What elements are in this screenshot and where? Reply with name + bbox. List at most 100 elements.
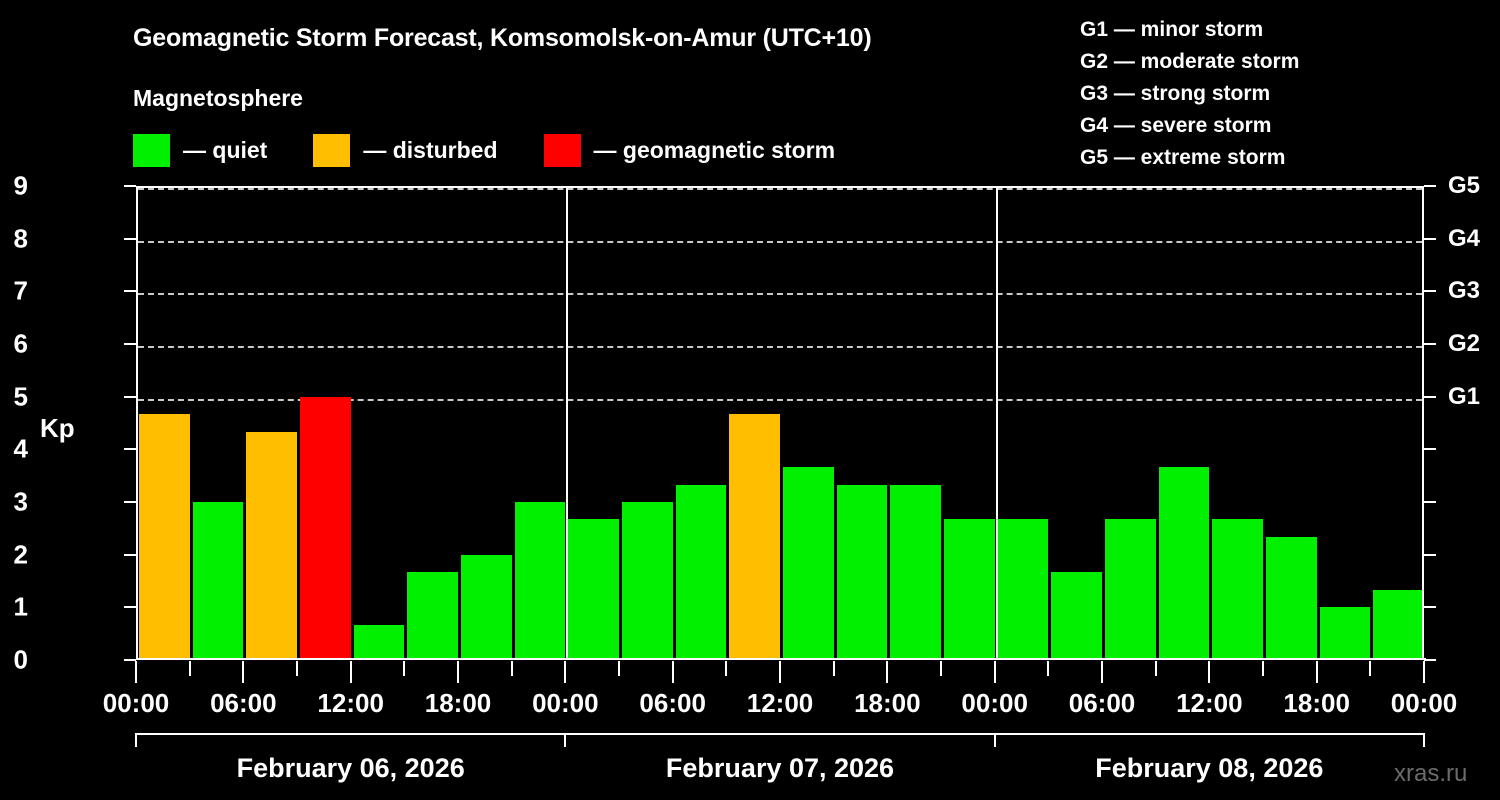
bar: [1319, 607, 1371, 660]
y-tick-mark: [124, 185, 136, 187]
bar: [729, 414, 780, 660]
gscale-legend: G1 — minor storm G2 — moderate storm G3 — …: [1080, 14, 1420, 174]
legend-label: — disturbed: [363, 136, 498, 163]
bar: [997, 519, 1049, 660]
bar: [1373, 589, 1422, 660]
g-tick-mark: [1424, 553, 1436, 556]
y-tick-label-9: 9: [13, 170, 28, 201]
y-tick-mark: [124, 237, 136, 240]
bar: [514, 502, 566, 660]
plot-inner: [138, 188, 1422, 660]
x-axis-label: 00:00: [1390, 688, 1458, 718]
magnetosphere-heading: Magnetosphere: [133, 85, 303, 111]
bar: [675, 484, 727, 660]
g-tick-mark: [1424, 659, 1436, 661]
legend-swatch-icon: [133, 133, 170, 167]
x-axis-label: 12:00: [317, 688, 384, 718]
x-tick-mark: [135, 661, 137, 683]
y-tick-mark: [124, 606, 136, 609]
x-tick-mark: [779, 661, 781, 683]
y-tick-mark: [124, 290, 136, 293]
g-axis-label-G2: G2: [1448, 330, 1481, 357]
g-tick-mark: [1424, 448, 1436, 451]
bar: [783, 466, 834, 660]
x-axis-label: 06:00: [1068, 688, 1136, 718]
bar: [1158, 466, 1210, 660]
y-tick-label-8: 8: [13, 223, 28, 254]
day-bracket-3: [993, 733, 1425, 747]
y-tick-mark: [124, 448, 136, 451]
x-axis-label: 12:00: [1176, 688, 1243, 718]
x-axis-label: 12:00: [746, 688, 814, 718]
magnetosphere-legend: — quiet — disturbed — geomagnetic storm: [133, 133, 835, 167]
gscale-row-5: G5 — extreme storm: [1080, 146, 1286, 169]
y-tick-label-3: 3: [13, 486, 28, 517]
day-bracket-2: [564, 733, 996, 747]
x-axis-label: 18:00: [854, 688, 921, 718]
y-tick-mark: [124, 395, 136, 398]
x-tick-mark: [1262, 661, 1264, 676]
y-tick-mark: [124, 553, 136, 556]
y-axis-title: Kp: [40, 413, 75, 443]
y-tick-mark: [124, 343, 136, 345]
x-tick-mark: [1154, 661, 1157, 676]
gscale-row-2: G2 — moderate storm: [1080, 50, 1300, 73]
bar: [890, 484, 941, 660]
gscale-row-4: G4 — severe storm: [1080, 114, 1272, 137]
y-tick-label-1: 1: [13, 591, 28, 622]
x-tick-mark: [349, 661, 352, 683]
x-tick-mark: [1315, 661, 1318, 683]
x-tick-mark: [725, 661, 728, 676]
watermark: xras.ru: [1394, 760, 1468, 787]
legend-label: — quiet: [183, 136, 268, 163]
legend-item-geomagnetic-storm: — geomagnetic storm: [543, 133, 836, 167]
gscale-row-1: G1 — minor storm: [1080, 18, 1264, 41]
gridline-kp-9: [138, 188, 1422, 190]
x-tick-mark: [671, 661, 674, 683]
g-axis-label-G3: G3: [1448, 277, 1481, 305]
legend-swatch-icon: [313, 133, 351, 167]
bar: [1105, 519, 1156, 660]
x-tick-mark: [993, 661, 996, 683]
page-title: Geomagnetic Storm Forecast, Komsomolsk-o…: [133, 24, 872, 52]
day-label-1: February 06, 2026: [236, 753, 465, 783]
x-tick-mark: [1423, 661, 1425, 683]
g-tick-mark: [1424, 237, 1436, 240]
x-tick-mark: [1369, 661, 1372, 676]
gridline-kp-8: [138, 240, 1422, 243]
g-tick-mark: [1424, 501, 1436, 503]
g-tick-mark: [1424, 185, 1436, 187]
y-tick-mark: [124, 659, 136, 661]
y-tick-label-5: 5: [13, 381, 28, 412]
x-tick-mark: [886, 661, 889, 683]
x-tick-mark: [296, 661, 298, 676]
g-tick-mark: [1424, 343, 1436, 345]
x-tick-mark: [832, 661, 835, 676]
bar: [1266, 537, 1317, 660]
y-tick-label-2: 2: [13, 539, 28, 570]
x-axis-label: 18:00: [1283, 688, 1350, 718]
bar: [407, 572, 458, 660]
bar: [246, 431, 297, 660]
x-axis-label: 06:00: [210, 688, 277, 718]
legend-label: — geomagnetic storm: [593, 136, 836, 163]
gscale-row-3: G3 — strong storm: [1080, 82, 1271, 105]
x-axis-label: 00:00: [102, 688, 170, 718]
x-axis-label: 06:00: [639, 688, 706, 718]
g-axis-label-G4: G4: [1448, 224, 1481, 252]
x-tick-mark: [242, 661, 245, 683]
day-separator-1: [566, 188, 569, 660]
x-axis-label: 00:00: [532, 688, 599, 718]
x-axis-baseline: [136, 658, 1426, 660]
x-tick-mark: [510, 661, 513, 676]
legend-item-disturbed: — disturbed: [313, 133, 498, 167]
bar: [836, 484, 888, 660]
day-label-2: February 07, 2026: [665, 753, 895, 783]
x-axis-label: 18:00: [424, 688, 492, 718]
x-tick-mark: [188, 661, 191, 676]
y-tick-mark: [124, 501, 136, 503]
y-tick-label-7: 7: [13, 275, 28, 306]
g-axis-label-G5: G5: [1448, 172, 1481, 199]
gridline-kp-5: [138, 398, 1422, 401]
y-tick-label-4: 4: [13, 433, 28, 464]
